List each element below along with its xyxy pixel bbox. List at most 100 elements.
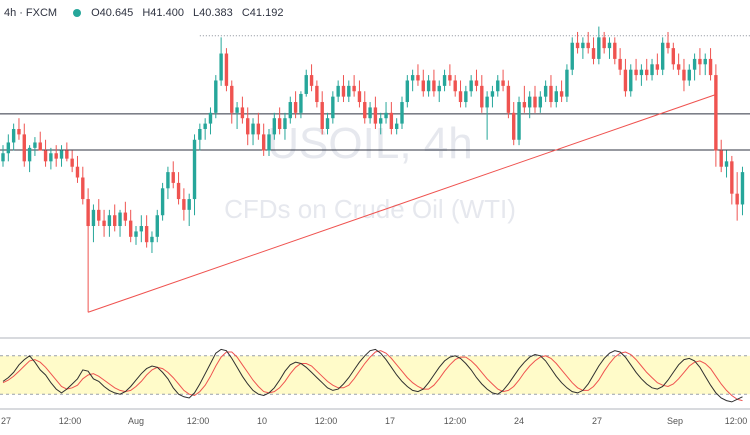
candle [703, 53, 707, 76]
candle [394, 118, 399, 135]
trendline-segment[interactable] [87, 94, 717, 313]
candle-body [288, 102, 292, 119]
candle [224, 48, 229, 92]
candle [565, 64, 569, 103]
candle [91, 204, 96, 243]
candle-body [629, 69, 633, 92]
candle-body [176, 182, 181, 200]
x-tick-label: 12:00 [725, 416, 748, 426]
candle-body [6, 142, 11, 154]
candle-body [496, 80, 500, 92]
candle-body [373, 107, 378, 124]
candle-body [645, 69, 649, 76]
candle [347, 80, 351, 103]
candle-body [666, 42, 670, 49]
candle-body [272, 118, 277, 135]
candle-body [469, 80, 473, 92]
candle [666, 31, 670, 54]
candle-body [277, 118, 282, 129]
candle [256, 112, 261, 140]
time-axis[interactable]: 27 12:00 Aug 12:00 10 12:00 17 12:00 24 27 Sep 12:0… [1, 416, 747, 426]
candle [70, 150, 74, 173]
candle [586, 31, 590, 54]
candle [543, 80, 548, 103]
candle [719, 139, 723, 173]
candle-body [676, 64, 681, 70]
low-value: L40.383 [193, 7, 233, 19]
candle [182, 188, 186, 221]
candle [469, 75, 473, 97]
candle [176, 172, 181, 205]
candle [150, 231, 154, 253]
candle-body [650, 64, 654, 76]
candle-body [171, 172, 175, 183]
candle [203, 118, 207, 140]
candle [123, 201, 128, 227]
candle-body [703, 58, 707, 65]
watermark-description: CFDs on Crude Oil (WTI) [224, 194, 516, 224]
symbol-watermark: USOIL, 4h CFDs on Crude Oil (WTI) [224, 119, 516, 224]
candle [676, 53, 681, 76]
candle [416, 64, 420, 86]
stoch-k-line [2, 348, 743, 403]
candle [86, 188, 90, 313]
candle [496, 75, 500, 97]
candle-body [517, 102, 521, 140]
candle [480, 75, 484, 113]
candle [400, 96, 404, 129]
interval-label[interactable]: 4h [4, 7, 17, 19]
candle-body [432, 80, 436, 92]
candle-body [139, 226, 144, 232]
candle-body [490, 91, 495, 97]
candle-body [639, 69, 644, 76]
candle [426, 75, 431, 97]
candle-body [618, 58, 622, 70]
candle [304, 69, 308, 97]
candle [735, 172, 739, 221]
candle [240, 96, 245, 124]
candle-body [655, 64, 660, 70]
candle-body [113, 215, 117, 227]
candle [389, 102, 394, 135]
trendline[interactable] [87, 94, 717, 313]
candle-body [246, 118, 250, 135]
candle [144, 215, 149, 248]
candle-body [43, 150, 48, 162]
candle-body [219, 53, 223, 81]
candle-body [363, 102, 367, 119]
candle-body [575, 42, 580, 49]
candle [283, 112, 287, 140]
candle-body [501, 80, 505, 86]
candle [432, 69, 436, 97]
candle [75, 155, 80, 183]
candle [214, 75, 218, 119]
candle-body [267, 134, 271, 151]
candle-body [442, 75, 447, 86]
candle-body [405, 80, 410, 103]
candle [650, 58, 654, 81]
candle-body [33, 142, 37, 148]
candle-body [591, 48, 596, 59]
candle-body [730, 161, 734, 194]
candle [437, 80, 441, 103]
candle [458, 80, 463, 108]
candle-body [155, 215, 159, 237]
candle-body [203, 123, 207, 129]
candle-body [538, 96, 543, 108]
candle [341, 75, 346, 103]
candle [293, 91, 298, 119]
candle-body [687, 69, 691, 81]
candle-body [724, 161, 729, 167]
chart-legend: 4h · FXCM O40.645 H41.400 L40.383 C41.19… [0, 5, 289, 21]
candle [623, 58, 628, 97]
x-tick-label: 27 [1, 416, 11, 426]
candle [118, 209, 122, 237]
candle-body [251, 123, 255, 135]
candle-body [144, 226, 149, 243]
candle-body [410, 75, 415, 81]
candle [107, 209, 112, 237]
candle [373, 96, 378, 129]
stoch-band [0, 355, 750, 395]
